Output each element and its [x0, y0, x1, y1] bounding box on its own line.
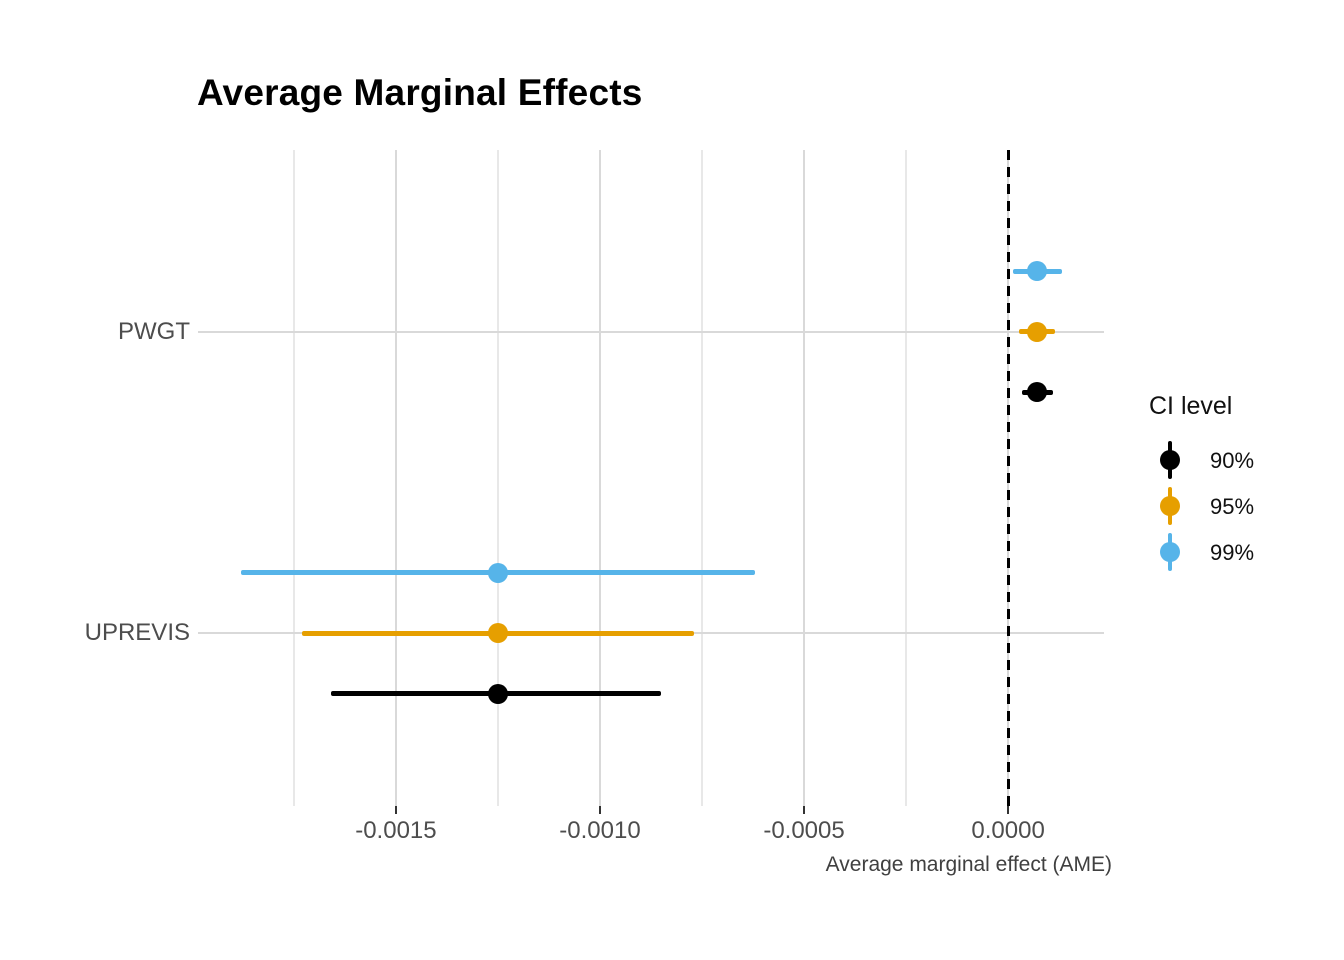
- estimate-point-uprevis-99%: [487, 562, 508, 583]
- x-axis-title: Average marginal effect (AME): [825, 853, 1112, 876]
- x-tick-label-3: 0.0000: [971, 817, 1045, 844]
- estimate-point-pwgt-95%: [1027, 321, 1048, 342]
- legend-key-dot-99%: [1160, 541, 1180, 562]
- legend-title: CI level: [1149, 392, 1233, 420]
- y-axis-label-uprevis: UPREVIS: [84, 619, 190, 647]
- gridline-minor-x-3: [905, 150, 908, 806]
- x-tick-label-0: -0.0015: [355, 817, 437, 844]
- x-tick-mark-3: [1007, 806, 1010, 814]
- gridline-major-x-0: [394, 150, 397, 806]
- x-tick-mark-2: [803, 806, 806, 814]
- legend-label-99%: 99%: [1210, 539, 1255, 565]
- legend-key-dot-95%: [1160, 495, 1180, 516]
- x-tick-mark-1: [598, 806, 601, 814]
- estimate-point-uprevis-90%: [487, 683, 508, 704]
- gridline-major-x-1: [598, 150, 601, 806]
- gridline-major-x-2: [803, 150, 806, 806]
- estimate-point-uprevis-95%: [487, 623, 508, 644]
- gridline-minor-x-2: [701, 150, 703, 806]
- zero-reference-line: [1006, 150, 1010, 813]
- x-tick-label-2: -0.0005: [763, 817, 845, 844]
- x-tick-label-1: -0.0010: [559, 817, 641, 844]
- legend-label-90%: 90%: [1210, 447, 1255, 473]
- gridline-minor-x-1: [496, 150, 499, 806]
- estimate-point-pwgt-90%: [1027, 382, 1048, 403]
- legend-label-95%: 95%: [1210, 493, 1255, 519]
- x-tick-mark-0: [394, 806, 397, 814]
- gridline-row-pwgt: [198, 330, 1104, 333]
- estimate-point-pwgt-99%: [1027, 261, 1048, 282]
- legend-key-dot-90%: [1160, 449, 1180, 470]
- gridline-minor-x-0: [292, 150, 295, 806]
- y-axis-label-pwgt: PWGT: [118, 317, 190, 345]
- chart-title: Average Marginal Effects: [197, 72, 643, 113]
